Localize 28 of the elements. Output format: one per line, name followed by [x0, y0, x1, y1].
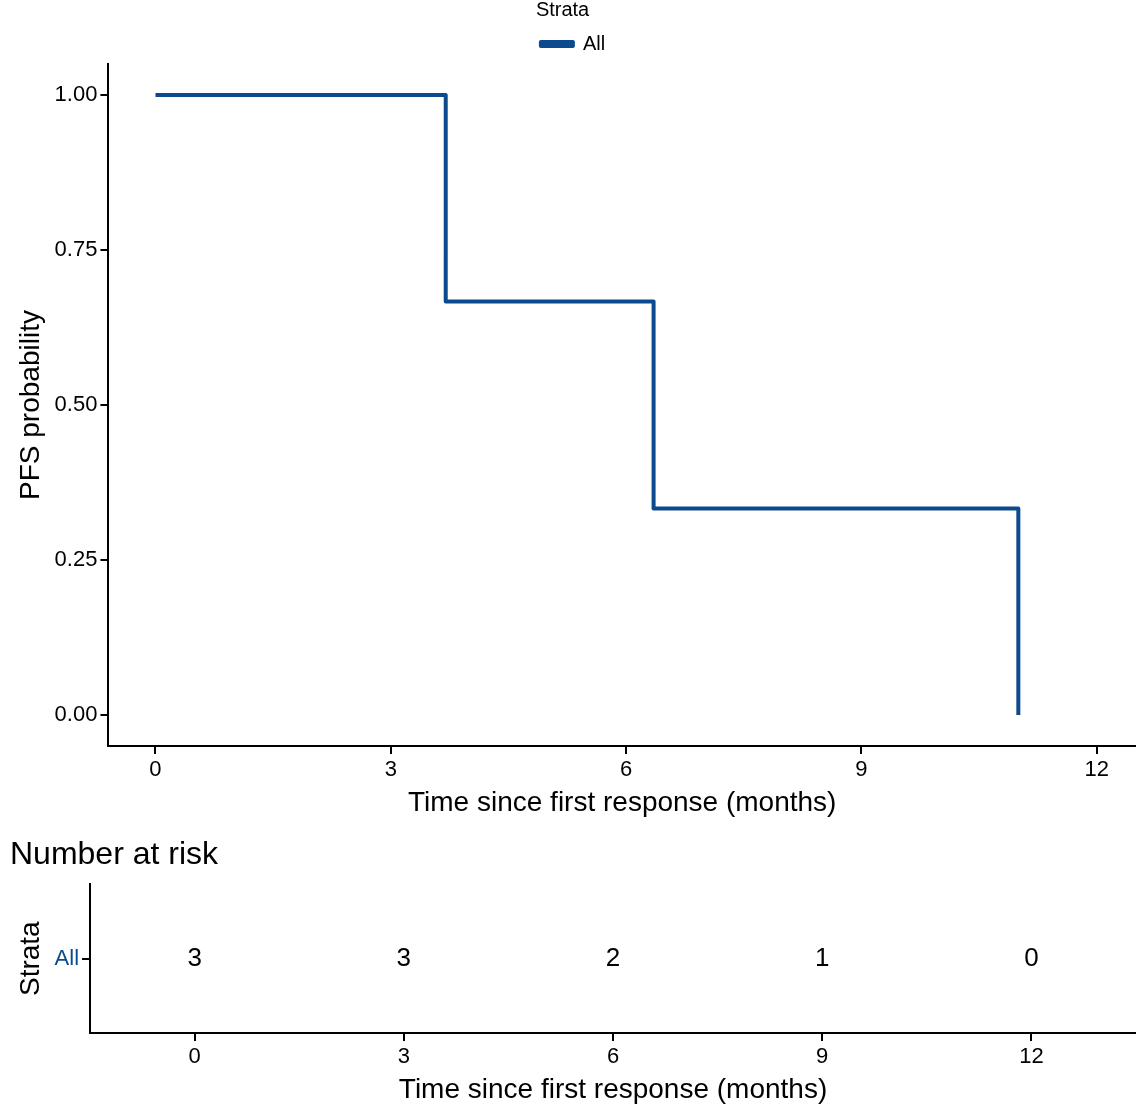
legend-label: All	[582, 31, 606, 54]
x-tick-label: 6	[620, 756, 633, 782]
y-tick-label: 0.00	[54, 701, 98, 727]
legend-title: Strata	[535, 0, 591, 20]
y-tick-label: 0.25	[54, 546, 98, 572]
y-tick-label: 0.75	[54, 236, 98, 262]
data-label: 1	[814, 941, 830, 972]
y-tick-label: All	[54, 944, 80, 970]
x-tick-label: 12	[1084, 756, 1110, 782]
x-tick-label: 6	[606, 1043, 620, 1069]
x-tick-label: 9	[855, 756, 868, 782]
chart-title: Number at risk	[10, 835, 220, 872]
data-label: 0	[1024, 941, 1039, 972]
data-label: 3	[396, 941, 412, 972]
x-tick-label: 0	[149, 756, 162, 782]
x-tick-label: 3	[384, 756, 397, 782]
y-tick-label: 0.50	[54, 391, 98, 417]
x-axis-title: Time since first response (months)	[408, 785, 837, 817]
data-label: 3	[187, 941, 202, 972]
x-axis-title: Time since first response (months)	[398, 1072, 828, 1104]
y-axis-title: PFS probability	[13, 310, 45, 500]
y-axis-title: Strata	[13, 920, 45, 997]
x-tick-label: 12	[1019, 1043, 1044, 1069]
data-label: 2	[605, 941, 621, 972]
x-tick-label: 3	[397, 1043, 410, 1069]
x-tick-label: 0	[188, 1043, 201, 1069]
x-tick-label: 9	[816, 1043, 829, 1069]
y-tick-label: 1.00	[54, 81, 98, 107]
